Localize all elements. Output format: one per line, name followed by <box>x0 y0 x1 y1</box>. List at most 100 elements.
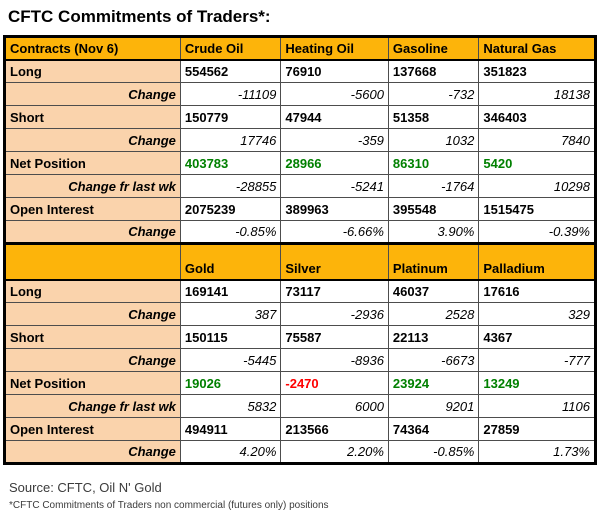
table-row: Change 17746 -359 1032 7840 <box>4 128 596 152</box>
cell-value: 46037 <box>387 279 480 303</box>
row-label: Long <box>4 59 181 83</box>
column-header <box>4 242 181 281</box>
header-row: Gold Silver Platinum Palladium <box>4 242 596 281</box>
cell-value: 18138 <box>478 82 596 106</box>
cell-value: 395548 <box>387 197 480 221</box>
footnote-text: *CFTC Commitments of Traders non commerc… <box>9 500 329 511</box>
cell-value: 137668 <box>387 59 480 83</box>
table-row: Open Interest 2075239 389963 395548 1515475 <box>4 197 596 221</box>
table-row: Short 150779 47944 51358 346403 <box>4 105 596 129</box>
cell-value: 1.73% <box>478 440 596 464</box>
row-label: Change fr last wk <box>4 394 181 418</box>
cell-value: -5445 <box>179 348 282 372</box>
cell-value: 1106 <box>478 394 596 418</box>
table-row: Short 150115 75587 22113 4367 <box>4 325 596 349</box>
page-title: CFTC Commitments of Traders*: <box>8 7 271 26</box>
row-label: Open Interest <box>4 197 181 221</box>
cell-value: -0.85% <box>387 440 480 464</box>
cell-value: -777 <box>478 348 596 372</box>
table-row: Long 554562 76910 137668 351823 <box>4 59 596 83</box>
cell-value: 17616 <box>478 279 596 303</box>
cell-value: 27859 <box>478 417 596 441</box>
cell-value: 346403 <box>478 105 596 129</box>
cell-value: 4367 <box>478 325 596 349</box>
cell-value: 387 <box>179 302 282 326</box>
cell-value: -2470 <box>280 371 389 395</box>
column-header: Gold <box>179 242 282 281</box>
row-label: Short <box>4 105 181 129</box>
cell-value: 51358 <box>387 105 480 129</box>
column-header: Platinum <box>387 242 480 281</box>
cell-value: 47944 <box>280 105 389 129</box>
table-row: Change -11109 -5600 -732 18138 <box>4 82 596 106</box>
row-label: Change fr last wk <box>4 174 181 198</box>
row-label: Net Position <box>4 151 181 175</box>
cell-value: 329 <box>478 302 596 326</box>
cell-value: 75587 <box>280 325 389 349</box>
cell-value: -359 <box>280 128 389 152</box>
row-label: Long <box>4 279 181 303</box>
cell-value: 213566 <box>280 417 389 441</box>
column-header: Contracts (Nov 6) <box>4 35 181 61</box>
cell-value: 150779 <box>179 105 282 129</box>
cell-value: -1764 <box>387 174 480 198</box>
cell-value: -28855 <box>179 174 282 198</box>
cell-value: 1515475 <box>478 197 596 221</box>
cell-value: 403783 <box>179 151 282 175</box>
row-label: Net Position <box>4 371 181 395</box>
column-header: Silver <box>280 242 389 281</box>
row-label: Change <box>4 220 181 244</box>
cell-value: 1032 <box>387 128 480 152</box>
row-label: Change <box>4 82 181 106</box>
row-label: Change <box>4 128 181 152</box>
cell-value: 2528 <box>387 302 480 326</box>
cell-value: 23924 <box>387 371 480 395</box>
row-label: Change <box>4 348 181 372</box>
table-row: Net Position 19026 -2470 23924 13249 <box>4 371 596 395</box>
cell-value: 19026 <box>179 371 282 395</box>
cot-table-body: Contracts (Nov 6) Crude Oil Heating Oil Gas… <box>4 35 596 464</box>
cell-value: 554562 <box>179 59 282 83</box>
cell-value: 86310 <box>387 151 480 175</box>
cell-value: 9201 <box>387 394 480 418</box>
cell-value: 10298 <box>478 174 596 198</box>
cell-value: 5420 <box>478 151 596 175</box>
column-header: Natural Gas <box>478 35 596 61</box>
table-row: Change 4.20% 2.20% -0.85% 1.73% <box>4 440 596 464</box>
cell-value: -8936 <box>280 348 389 372</box>
cell-value: -5600 <box>280 82 389 106</box>
cell-value: 6000 <box>280 394 389 418</box>
cell-value: 28966 <box>280 151 389 175</box>
row-label: Change <box>4 302 181 326</box>
cell-value: -11109 <box>179 82 282 106</box>
table-row: Change -5445 -8936 -6673 -777 <box>4 348 596 372</box>
table-row: Long 169141 73117 46037 17616 <box>4 279 596 303</box>
cell-value: 17746 <box>179 128 282 152</box>
cell-value: 4.20% <box>179 440 282 464</box>
cell-value: -0.85% <box>179 220 282 244</box>
cell-value: -6673 <box>387 348 480 372</box>
cell-value: 74364 <box>387 417 480 441</box>
column-header: Heating Oil <box>280 35 389 61</box>
source-text: Source: CFTC, Oil N' Gold <box>9 480 162 495</box>
cell-value: -0.39% <box>478 220 596 244</box>
cell-value: 13249 <box>478 371 596 395</box>
column-header: Palladium <box>478 242 596 281</box>
row-label: Change <box>4 440 181 464</box>
cell-value: 351823 <box>478 59 596 83</box>
table-row: Change fr last wk 5832 6000 9201 1106 <box>4 394 596 418</box>
cell-value: 389963 <box>280 197 389 221</box>
cell-value: -2936 <box>280 302 389 326</box>
cell-value: -732 <box>387 82 480 106</box>
page: CFTC Commitments of Traders*: Contracts … <box>3 7 597 511</box>
row-label: Open Interest <box>4 417 181 441</box>
cell-value: 3.90% <box>387 220 480 244</box>
cot-table: Contracts (Nov 6) Crude Oil Heating Oil Gas… <box>3 35 597 465</box>
header-row: Contracts (Nov 6) Crude Oil Heating Oil Gas… <box>4 35 596 61</box>
table-row: Change 387 -2936 2528 329 <box>4 302 596 326</box>
row-label: Short <box>4 325 181 349</box>
cell-value: -6.66% <box>280 220 389 244</box>
table-row: Change fr last wk -28855 -5241 -1764 10298 <box>4 174 596 198</box>
cell-value: 2.20% <box>280 440 389 464</box>
cell-value: 7840 <box>478 128 596 152</box>
